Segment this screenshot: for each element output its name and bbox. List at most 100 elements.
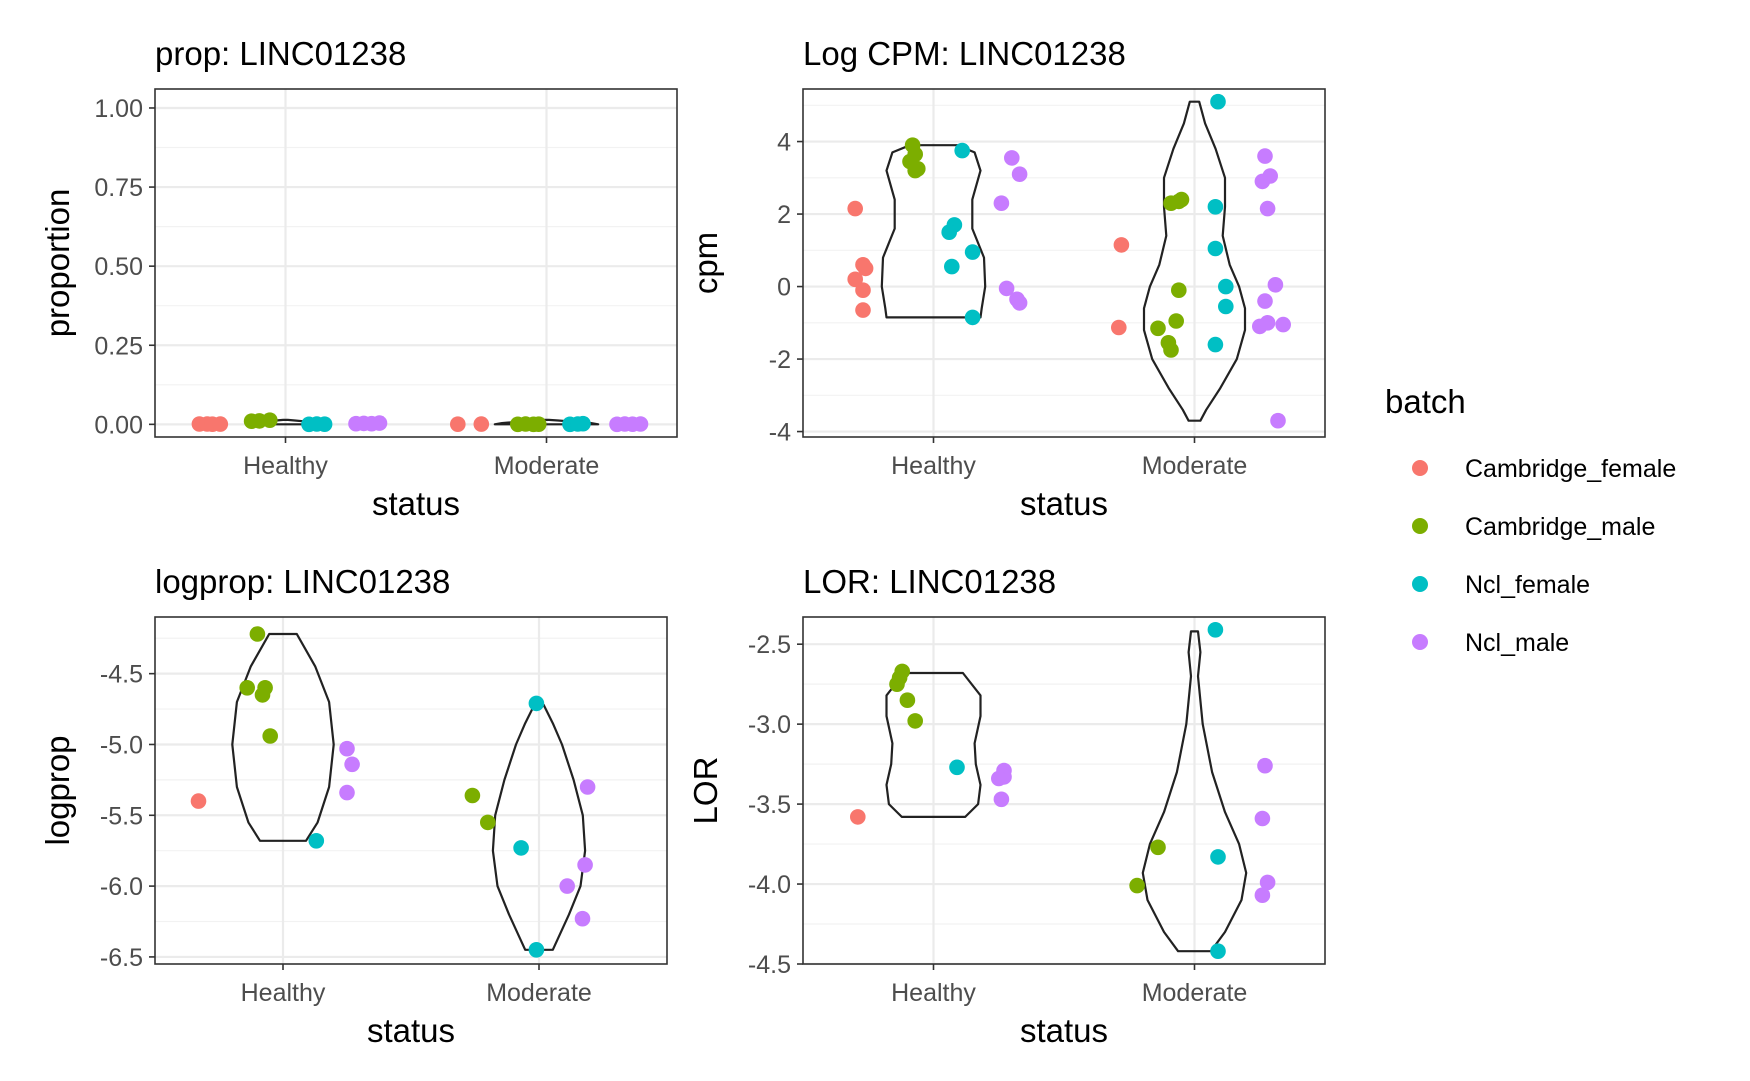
- y-axis-label: cpm: [687, 232, 724, 294]
- data-point: [239, 680, 255, 696]
- legend-key: [1412, 460, 1428, 476]
- panel-title: logprop: LINC01238: [155, 563, 450, 600]
- data-point: [262, 728, 279, 744]
- data-point: [1254, 887, 1271, 903]
- x-tick-label: Moderate: [494, 452, 600, 480]
- data-point: [899, 692, 916, 708]
- y-tick-label: -5.5: [100, 802, 143, 830]
- legend: batch Cambridge_female Cambridge_male Ncl_…: [1385, 383, 1676, 657]
- data-point: [316, 416, 333, 433]
- data-point: [473, 416, 490, 432]
- violin-moderate: [1141, 630, 1248, 953]
- data-point: [941, 224, 957, 240]
- data-point: [964, 244, 981, 260]
- panel-prop: 0.00 0.25 0.50 0.75 1.00 Healthy Moderate prop:…: [39, 35, 678, 522]
- data-point: [949, 759, 965, 776]
- data-point: [907, 162, 923, 179]
- panel-border: [802, 616, 1326, 965]
- data-point: [530, 416, 547, 433]
- data-point: [1257, 757, 1273, 774]
- legend-label: Cambridge_male: [1465, 513, 1655, 541]
- legend-label: Cambridge_female: [1465, 455, 1676, 483]
- data-point: [450, 416, 466, 433]
- data-point: [1011, 295, 1028, 311]
- data-point: [1254, 810, 1271, 827]
- data-point: [1259, 200, 1276, 217]
- legend-key: [1412, 518, 1428, 534]
- data-point: [855, 302, 871, 318]
- data-point: [1163, 342, 1179, 358]
- data-point: [964, 309, 981, 326]
- data-point: [1257, 148, 1273, 164]
- data-point: [998, 280, 1015, 297]
- y-tick-label: 0.75: [94, 174, 143, 202]
- y-tick-label: 0.25: [94, 332, 143, 360]
- x-tick-label: Moderate: [1142, 452, 1248, 480]
- panel-title: prop: LINC01238: [155, 35, 406, 72]
- y-tick-label: -5.0: [100, 731, 143, 759]
- panel-title: LOR: LINC01238: [803, 563, 1056, 600]
- data-point: [1210, 849, 1226, 865]
- data-point: [889, 676, 905, 692]
- y-tick-label: -2.5: [748, 631, 791, 659]
- data-point: [559, 878, 575, 894]
- data-point: [991, 770, 1007, 787]
- data-point: [513, 840, 529, 856]
- data-point: [1218, 298, 1234, 315]
- y-tick-label: -3.0: [748, 711, 791, 739]
- y-tick-label: -3.5: [748, 791, 791, 819]
- data-point: [1173, 191, 1190, 208]
- data-point: [528, 942, 545, 958]
- y-tick-label: -4: [769, 419, 791, 447]
- data-point: [1207, 240, 1224, 257]
- legend-label: Ncl_male: [1465, 629, 1569, 657]
- data-point: [1150, 320, 1166, 337]
- data-point: [1004, 150, 1020, 166]
- x-axis-label: status: [367, 1012, 455, 1049]
- data-point: [344, 756, 360, 773]
- data-point: [993, 791, 1010, 808]
- data-point: [528, 695, 545, 712]
- y-tick-label: 1.00: [94, 95, 143, 123]
- data-point: [1218, 278, 1234, 295]
- data-point: [1257, 293, 1273, 309]
- x-tick-label: Healthy: [241, 979, 326, 1007]
- data-point: [1150, 839, 1166, 856]
- data-point: [847, 200, 863, 217]
- data-point: [907, 713, 923, 729]
- data-point: [632, 416, 649, 432]
- data-point: [1267, 277, 1284, 293]
- data-point: [1207, 199, 1224, 215]
- data-point: [944, 258, 960, 275]
- data-point: [574, 910, 591, 927]
- x-tick-label: Healthy: [891, 452, 976, 480]
- panel-background: [803, 89, 1325, 437]
- panel-border: [154, 616, 668, 965]
- y-tick-label: 2: [777, 201, 791, 229]
- data-point: [480, 814, 496, 831]
- x-tick-label: Healthy: [891, 979, 976, 1007]
- x-tick-label: Moderate: [1142, 979, 1248, 1007]
- data-point: [262, 412, 278, 429]
- panel-background: [803, 617, 1325, 964]
- data-point: [575, 415, 591, 432]
- y-tick-label: -6.5: [100, 944, 143, 972]
- data-point: [464, 787, 481, 804]
- violin-moderate: [1142, 100, 1247, 422]
- data-point: [855, 282, 871, 299]
- y-tick-label: -4.5: [100, 661, 143, 689]
- data-point: [857, 260, 874, 277]
- data-point: [212, 416, 229, 432]
- data-point: [339, 784, 355, 801]
- data-point: [1111, 319, 1127, 336]
- data-point: [254, 687, 271, 703]
- x-tick-label: Healthy: [243, 452, 328, 480]
- violin-healthy: [231, 632, 335, 842]
- data-point: [249, 626, 266, 642]
- data-point: [1210, 943, 1226, 959]
- data-point: [1168, 313, 1184, 329]
- y-tick-label: 0.50: [94, 253, 143, 281]
- data-point: [1207, 336, 1224, 353]
- y-tick-label: 0.00: [94, 411, 143, 439]
